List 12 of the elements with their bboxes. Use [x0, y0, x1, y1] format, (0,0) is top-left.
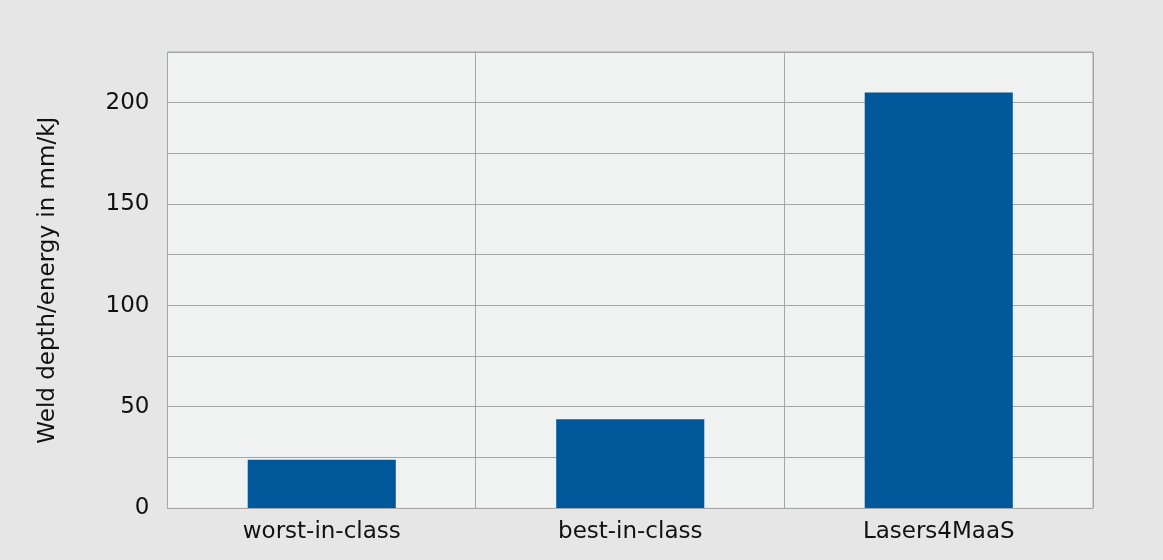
y-tick-label: 200 — [105, 87, 150, 114]
y-tick-label: 100 — [105, 290, 150, 317]
x-tick-label: Lasers4MaaS — [862, 517, 1015, 544]
y-tick-label: 150 — [105, 189, 150, 216]
bar — [864, 92, 1013, 508]
y-axis-title: Weld depth/energy in mm/kJ — [32, 116, 59, 444]
y-tick-label: 50 — [120, 391, 150, 418]
bar — [247, 459, 396, 508]
bar — [556, 419, 705, 508]
x-tick-label: worst-in-class — [242, 517, 401, 544]
x-tick-label: best-in-class — [558, 517, 703, 544]
y-tick-label: 0 — [134, 493, 150, 520]
